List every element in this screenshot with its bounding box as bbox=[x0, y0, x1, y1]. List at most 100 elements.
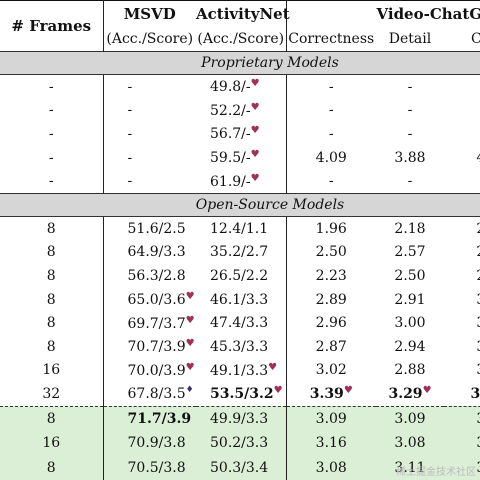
correctness-cell: 2.87 bbox=[285, 334, 376, 359]
value-text: 61.9/- bbox=[210, 173, 251, 190]
heart-icon: ♥ bbox=[185, 338, 195, 350]
value-text: 49.8/- bbox=[210, 79, 251, 96]
heart-icon: ♥ bbox=[273, 385, 283, 397]
detail-cell: 2.88 bbox=[394, 362, 426, 379]
frames-cell: 16 bbox=[0, 431, 103, 456]
msvd-cell: 51.6/2.5 bbox=[102, 216, 196, 241]
value-text: 3.29 bbox=[388, 386, 423, 403]
activitynet-cell: 49.8/-♥ bbox=[196, 75, 286, 99]
heart-icon: ♥ bbox=[250, 172, 260, 184]
context-cell: - bbox=[444, 122, 480, 146]
frames-cell: 16 bbox=[42, 362, 61, 379]
heart-icon: ♥ bbox=[250, 149, 260, 161]
correctness-cell: - bbox=[285, 98, 376, 123]
detail-cell: 3.88 bbox=[394, 149, 426, 166]
context-cell: - bbox=[444, 169, 480, 193]
msvd-header: MSVD bbox=[102, 0, 196, 27]
context-cell: 3.44 bbox=[444, 335, 480, 359]
detail-cell: 2.50 bbox=[394, 267, 426, 284]
detail-cell: - bbox=[407, 125, 413, 142]
table-row: 8 70.7/3.9♥ 45.3/3.3 2.87 2.94 3.44 bbox=[0, 334, 480, 359]
table-row: 8 64.9/3.3 35.2/2.7 2.50 2.57 2.69 bbox=[0, 240, 480, 265]
heart-icon: ♥ bbox=[185, 291, 195, 303]
context-cell: 3.69 bbox=[444, 431, 480, 456]
heart-icon: ♥ bbox=[268, 361, 278, 373]
correctness-cell: 3.09 bbox=[285, 405, 376, 432]
header-row-1: # Frames MSVD ActivityNet Video-ChatG bbox=[0, 0, 480, 33]
activitynet-cell: 50.3/3.4 bbox=[196, 455, 286, 480]
value-text: 53.5/3.2 bbox=[210, 386, 274, 403]
detail-cell: 3.09 bbox=[376, 405, 444, 432]
frames-cell: 8 bbox=[46, 267, 56, 284]
context-cell: 3.51 bbox=[444, 359, 480, 383]
correctness-cell: 3.16 bbox=[285, 431, 376, 456]
detail-cell: 2.94 bbox=[394, 338, 426, 355]
value-text: 67.8/3.5 bbox=[127, 386, 186, 403]
context-cell: 4.37 bbox=[444, 146, 480, 170]
context-cell: - bbox=[444, 99, 480, 123]
activitynet-cell: 35.2/2.7 bbox=[210, 244, 269, 261]
header-row-2: (Acc./Score) (Acc./Score) Correctness De… bbox=[0, 27, 480, 52]
table-row: 32 67.8/3.5♦ 53.5/3.2♥ 3.39♥ 3.29♥ 3.92♥ bbox=[0, 382, 480, 407]
heart-icon: ♥ bbox=[343, 385, 353, 397]
frames-cell: 8 bbox=[46, 338, 56, 355]
heart-icon: ♥ bbox=[250, 125, 260, 137]
msvd-cell: - bbox=[102, 145, 196, 170]
activitynet-cell: 59.5/-♥ bbox=[196, 146, 286, 170]
value-text: 59.5/- bbox=[210, 150, 251, 167]
msvd-cell: 70.9/3.8 bbox=[102, 431, 196, 456]
msvd-cell: - bbox=[102, 98, 196, 123]
activitynet-cell: 52.2/-♥ bbox=[196, 99, 286, 123]
context-cell: 3.68 bbox=[444, 405, 480, 432]
correctness-cell: - bbox=[285, 169, 376, 194]
activitynet-cell: 56.7/-♥ bbox=[196, 122, 286, 146]
value-text: 70.7/3.9 bbox=[127, 339, 186, 356]
section-label-proprietary: Proprietary Models bbox=[0, 51, 480, 75]
correctness-cell: - bbox=[285, 74, 376, 99]
frames-cell: 32 bbox=[42, 385, 61, 402]
frames-cell: - bbox=[48, 173, 54, 190]
videochatgpt-header: Video-ChatG bbox=[285, 0, 480, 27]
msvd-cell: - bbox=[102, 74, 196, 99]
detail-cell: - bbox=[407, 78, 413, 95]
frames-cell: - bbox=[48, 78, 54, 95]
msvd-cell: 71.7/3.9 bbox=[102, 405, 196, 432]
frames-cell: 8 bbox=[46, 291, 56, 308]
table-row-ours: 16 70.9/3.8 50.2/3.3 3.16 3.08 3.69 bbox=[0, 431, 480, 456]
detail-cell: 3.08 bbox=[376, 431, 444, 456]
activitynet-cell: 46.1/3.3 bbox=[210, 291, 269, 308]
activitynet-header: ActivityNet bbox=[196, 4, 290, 23]
correctness-cell: 2.89 bbox=[285, 287, 376, 312]
activitynet-subheader: (Acc./Score) bbox=[197, 31, 285, 47]
detail-cell: 2.18 bbox=[394, 220, 426, 237]
value-text: 70.0/3.9 bbox=[127, 362, 186, 379]
correctness-cell: 2.96 bbox=[285, 311, 376, 335]
activitynet-cell: 47.4/3.3 bbox=[210, 315, 269, 332]
msvd-cell: 64.9/3.3 bbox=[102, 240, 196, 265]
frames-cell: - bbox=[48, 125, 54, 142]
frames-cell: 8 bbox=[46, 244, 56, 261]
detail-cell: 3.29♥ bbox=[376, 382, 444, 406]
value-text: 69.7/3.7 bbox=[127, 315, 186, 332]
value-text: 65.0/3.6 bbox=[127, 292, 186, 309]
context-cell: 3.53 bbox=[444, 311, 480, 335]
correctness-cell: 2.50 bbox=[285, 240, 376, 265]
activitynet-cell: 50.2/3.3 bbox=[196, 431, 286, 456]
msvd-cell: 70.0/3.9♥ bbox=[102, 358, 196, 383]
correctness-cell: 3.39♥ bbox=[285, 382, 376, 407]
activitynet-cell: 49.1/3.3♥ bbox=[196, 359, 286, 383]
context-cell: 2.16 bbox=[444, 216, 480, 240]
msvd-cell: 70.5/3.8 bbox=[102, 455, 196, 480]
value-text: 3.39 bbox=[309, 386, 344, 403]
activitynet-cell: 45.3/3.3 bbox=[210, 338, 269, 355]
frames-cell: - bbox=[48, 102, 54, 119]
context-cell: - bbox=[444, 75, 480, 99]
frames-cell: - bbox=[48, 149, 54, 166]
section-opensource: Open-Source Models bbox=[0, 192, 480, 217]
heart-icon: ♥ bbox=[422, 385, 432, 397]
msvd-cell: - bbox=[102, 169, 196, 194]
context-header: Conte bbox=[470, 31, 480, 47]
correctness-cell: 3.02 bbox=[285, 358, 376, 383]
